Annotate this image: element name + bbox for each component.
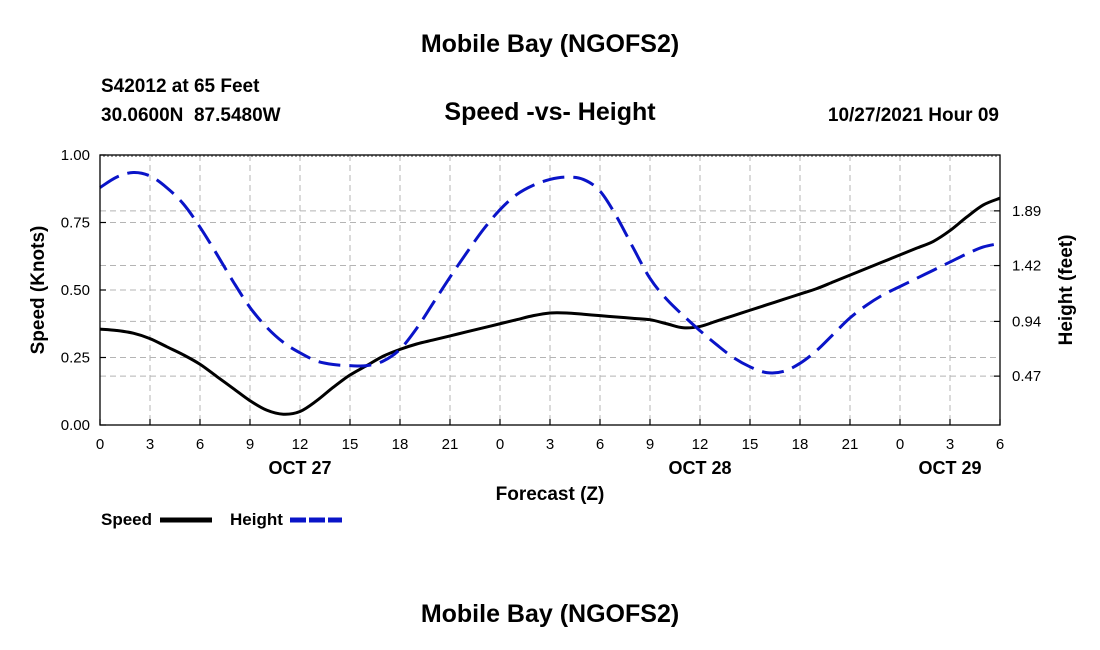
x-tick-label: 3 (946, 436, 954, 453)
grid-layer (100, 155, 1000, 425)
y-axis-label: Speed (Knots) (28, 226, 49, 355)
x-tick-label: 12 (292, 436, 309, 453)
y2-tick-label: 0.94 (1012, 313, 1041, 330)
x-tick-label: 21 (442, 436, 459, 453)
y-tick-label: 0.50 (61, 282, 90, 299)
legend-label-speed: Speed (101, 510, 152, 529)
x-tick-label: 0 (896, 436, 904, 453)
station-label: S42012 at 65 Feet (101, 76, 260, 97)
y2-tick-label: 1.42 (1012, 258, 1041, 275)
x-tick-label: 6 (596, 436, 604, 453)
date-label: OCT 28 (668, 458, 731, 478)
page-footer-title: Mobile Bay (NGOFS2) (420, 600, 680, 628)
chart-title: Speed -vs- Height (444, 98, 656, 126)
y-tick-label: 0.75 (61, 215, 90, 232)
forecast-datetime: 10/27/2021 Hour 09 (827, 105, 999, 126)
x-tick-label: 0 (496, 436, 504, 453)
x-tick-label: 9 (246, 436, 254, 453)
x-tick-label: 3 (146, 436, 154, 453)
station-coordinates: 30.0600N 87.5480W (101, 105, 281, 126)
series-layer (99, 170, 1001, 416)
series-line-speed (99, 196, 1001, 416)
y2-tick-label: 0.47 (1012, 368, 1041, 385)
y-tick-label: 1.00 (61, 147, 90, 164)
y-tick-label: 0.25 (61, 350, 90, 367)
y2-tick-label: 1.89 (1012, 203, 1041, 220)
legend: Speed Height (101, 510, 342, 529)
date-label: OCT 27 (268, 458, 331, 478)
y2-axis-label: Height (feet) (1056, 235, 1077, 346)
x-tick-label: 18 (392, 436, 409, 453)
x-tick-label: 21 (842, 436, 859, 453)
x-tick-label: 6 (196, 436, 204, 453)
series-line-height (99, 170, 1001, 375)
x-tick-label: 9 (646, 436, 654, 453)
x-tick-label: 18 (792, 436, 809, 453)
x-tick-label: 12 (692, 436, 709, 453)
speed-height-chart: 0 3 6 9 12 15 18 21 0 3 6 9 12 15 18 21 0 3 6 OCT 27 OCT 28 O… (28, 147, 1077, 529)
x-tick-label: 15 (742, 436, 759, 453)
legend-label-height: Height (230, 510, 283, 529)
page-title: Mobile Bay (NGOFS2) (420, 30, 680, 58)
axis-layer: 0 3 6 9 12 15 18 21 0 3 6 9 12 15 18 21 0 3 6 OCT 27 OCT 28 O… (61, 147, 1041, 478)
y-tick-label: 0.00 (61, 417, 90, 434)
x-tick-label: 0 (96, 436, 104, 453)
x-tick-label: 3 (546, 436, 554, 453)
date-label: OCT 29 (918, 458, 981, 478)
x-tick-label: 15 (342, 436, 359, 453)
x-axis-label: Forecast (Z) (496, 484, 605, 505)
x-tick-label: 6 (996, 436, 1004, 453)
